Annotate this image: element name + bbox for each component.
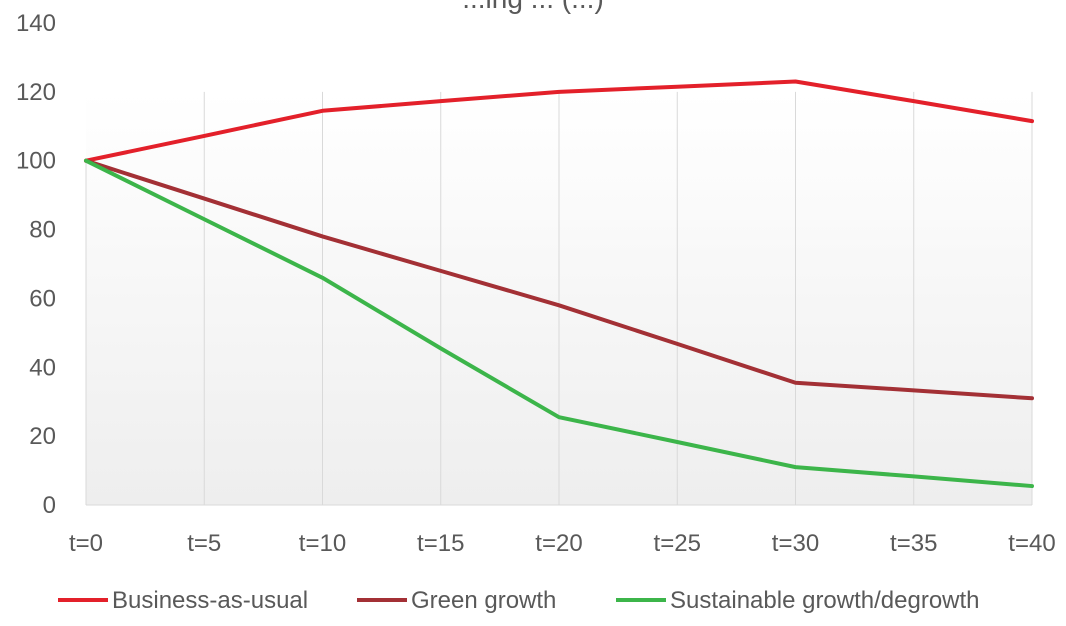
x-tick-label: t=10 <box>299 530 346 557</box>
y-tick-label: 100 <box>16 148 56 175</box>
chart-title: ...ing ... (...) <box>462 0 604 14</box>
series-line-sustainable-growth-degrowth <box>84 158 1034 489</box>
legend-label-business-as-usual: Business-as-usual <box>112 587 308 614</box>
y-tick-label: 40 <box>29 354 56 381</box>
legend-label-sustainable-growth-degrowth: Sustainable growth/degrowth <box>670 587 980 614</box>
x-tick-label: t=35 <box>890 530 937 557</box>
y-tick-label: 20 <box>29 423 56 450</box>
x-tick-label: t=25 <box>654 530 701 557</box>
x-tick-label: t=40 <box>1008 530 1055 557</box>
y-tick-label: 60 <box>29 285 56 312</box>
legend-label-green-growth: Green growth <box>411 587 556 614</box>
y-tick-label: 120 <box>16 79 56 106</box>
x-tick-label: t=20 <box>535 530 582 557</box>
y-tick-label: 0 <box>43 492 56 519</box>
x-tick-label: t=30 <box>772 530 819 557</box>
y-tick-label: 80 <box>29 217 56 244</box>
x-tick-label: t=15 <box>417 530 464 557</box>
x-tick-label: t=5 <box>187 530 221 557</box>
y-tick-label: 140 <box>16 10 56 37</box>
series-line-business-as-usual <box>84 79 1034 163</box>
x-tick-label: t=0 <box>69 530 103 557</box>
series-line-green-growth <box>84 158 1034 401</box>
